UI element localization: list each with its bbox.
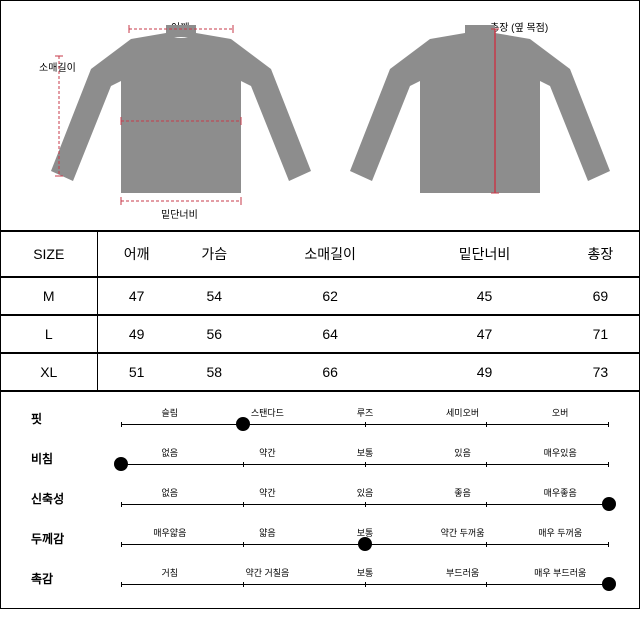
attribute-row: 비침없음약간보통있음매우있음 <box>31 446 609 470</box>
attribute-label: 비침 <box>31 450 121 467</box>
slider-ticks <box>121 502 609 507</box>
product-spec-card: 어깨 소매길이 가슴 밑단너비 <box>0 0 640 609</box>
slider-option-label: 매우얇음 <box>121 526 219 539</box>
measure-cell: 69 <box>562 277 639 315</box>
front-diagram: 어깨 소매길이 가슴 밑단너비 <box>1 1 320 230</box>
slider-option-label: 있음 <box>414 446 512 459</box>
size-cell: L <box>1 315 97 353</box>
slider-option-label: 약간 두꺼움 <box>414 526 512 539</box>
slider-option-label: 오버 <box>511 406 609 419</box>
slider-option-label: 루즈 <box>316 406 414 419</box>
measure-cell: 58 <box>176 353 253 390</box>
slider-option-label: 세미오버 <box>414 406 512 419</box>
slider-option-label: 매우좋음 <box>511 486 609 499</box>
slider-option-label: 얇음 <box>219 526 317 539</box>
slider-option-label: 매우 부드러움 <box>511 566 609 579</box>
attribute-label: 신축성 <box>31 490 121 507</box>
slider-option-label: 보통 <box>316 446 414 459</box>
slider-option-label: 슬림 <box>121 406 219 419</box>
attribute-slider: 없음약간있음좋음매우좋음 <box>121 486 609 510</box>
slider-ticks <box>121 422 609 427</box>
measure-cell: 66 <box>253 353 407 390</box>
measure-cell: 54 <box>176 277 253 315</box>
measure-cell: 49 <box>407 353 561 390</box>
attribute-label: 핏 <box>31 410 121 427</box>
slider-dot <box>236 417 250 431</box>
measure-cell: 71 <box>562 315 639 353</box>
slider-option-label: 약간 <box>219 486 317 499</box>
slider-ticks <box>121 582 609 587</box>
measure-cell: 47 <box>97 277 176 315</box>
attribute-row: 핏슬림스탠다드루즈세미오버오버 <box>31 406 609 430</box>
attribute-row: 촉감거침약간 거칠음보통부드러움매우 부드러움 <box>31 566 609 590</box>
attribute-sliders: 핏슬림스탠다드루즈세미오버오버비침없음약간보통있음매우있음신축성없음약간있음좋음… <box>1 390 639 608</box>
col-hem: 밑단너비 <box>407 231 561 277</box>
attribute-slider: 매우얇음얇음보통약간 두꺼움매우 두꺼움 <box>121 526 609 550</box>
attribute-slider: 슬림스탠다드루즈세미오버오버 <box>121 406 609 430</box>
slider-ticks <box>121 462 609 467</box>
attribute-row: 두께감매우얇음얇음보통약간 두꺼움매우 두꺼움 <box>31 526 609 550</box>
col-length: 총장 <box>562 231 639 277</box>
slider-option-label: 부드러움 <box>414 566 512 579</box>
table-row: M4754624569 <box>1 277 639 315</box>
slider-option-label: 좋음 <box>414 486 512 499</box>
slider-option-label: 약간 거칠음 <box>219 566 317 579</box>
table-row: L4956644771 <box>1 315 639 353</box>
slider-option-label: 거침 <box>121 566 219 579</box>
table-header-row: SIZE 어깨 가슴 소매길이 밑단너비 총장 <box>1 231 639 277</box>
slider-dot <box>358 537 372 551</box>
slider-option-label: 없음 <box>121 486 219 499</box>
slider-dot <box>114 457 128 471</box>
slider-option-label: 매우 두꺼움 <box>511 526 609 539</box>
slider-option-label: 매우있음 <box>511 446 609 459</box>
measure-cell: 45 <box>407 277 561 315</box>
attribute-slider: 없음약간보통있음매우있음 <box>121 446 609 470</box>
slider-option-label: 있음 <box>316 486 414 499</box>
garment-back-icon <box>340 21 620 221</box>
size-table: SIZE 어깨 가슴 소매길이 밑단너비 총장 M4754624569L4956… <box>1 230 639 390</box>
measure-cell: 56 <box>176 315 253 353</box>
slider-option-label: 없음 <box>121 446 219 459</box>
slider-option-label: 스탠다드 <box>219 406 317 419</box>
attribute-row: 신축성없음약간있음좋음매우좋음 <box>31 486 609 510</box>
measurement-diagram: 어깨 소매길이 가슴 밑단너비 <box>1 0 639 230</box>
back-diagram: 총장 (옆 목점) <box>320 1 639 230</box>
measure-cell: 49 <box>97 315 176 353</box>
measure-cell: 47 <box>407 315 561 353</box>
col-chest: 가슴 <box>176 231 253 277</box>
attribute-label: 촉감 <box>31 570 121 587</box>
size-cell: XL <box>1 353 97 390</box>
garment-front-icon <box>41 21 321 221</box>
table-row: XL5158664973 <box>1 353 639 390</box>
col-sleeve: 소매길이 <box>253 231 407 277</box>
col-size: SIZE <box>1 231 97 277</box>
measure-cell: 64 <box>253 315 407 353</box>
measure-cell: 51 <box>97 353 176 390</box>
slider-dot <box>602 497 616 511</box>
measure-cell: 62 <box>253 277 407 315</box>
slider-dot <box>602 577 616 591</box>
col-shoulder: 어깨 <box>97 231 176 277</box>
slider-option-label: 약간 <box>219 446 317 459</box>
attribute-label: 두께감 <box>31 530 121 547</box>
size-cell: M <box>1 277 97 315</box>
attribute-slider: 거침약간 거칠음보통부드러움매우 부드러움 <box>121 566 609 590</box>
slider-option-label: 보통 <box>316 566 414 579</box>
measure-cell: 73 <box>562 353 639 390</box>
